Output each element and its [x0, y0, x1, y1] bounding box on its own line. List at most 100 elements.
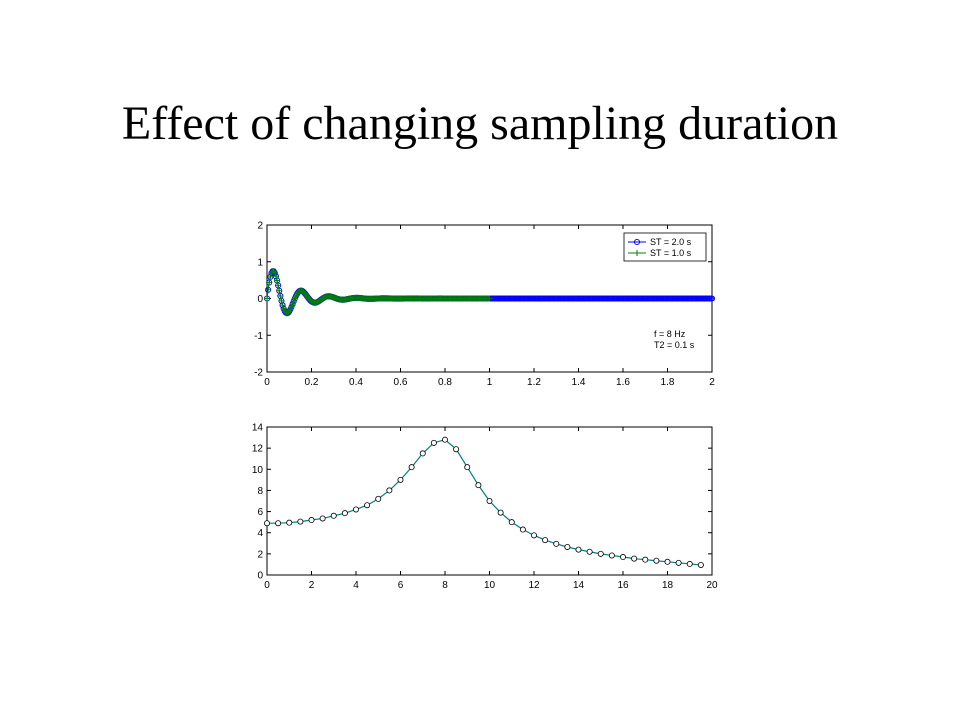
data-point	[653, 557, 660, 564]
data-point	[464, 464, 471, 471]
data-point	[275, 282, 282, 289]
data-point	[266, 279, 273, 286]
legend: ST = 2.0 sST = 1.0 s	[623, 232, 707, 262]
data-point	[475, 482, 482, 489]
data-point	[279, 302, 286, 309]
data-point	[708, 295, 716, 302]
data-point	[265, 286, 272, 293]
series-1	[263, 268, 716, 317]
data-point	[277, 292, 284, 299]
data-point	[285, 309, 292, 316]
data-point	[408, 464, 415, 471]
x-tick-label: 0.2	[305, 377, 319, 388]
data-point	[319, 515, 326, 522]
data-point	[631, 555, 638, 562]
data-point	[288, 303, 295, 310]
y-tick-label: -1	[254, 331, 263, 342]
y-tick-label: 12	[252, 444, 264, 455]
data-point	[280, 305, 287, 312]
data-point	[486, 295, 493, 302]
y-tick-label: 14	[252, 423, 264, 434]
x-tick-label: 2	[709, 377, 715, 388]
axes-2: 0 2 4 6 8 10 12 14 16 18 20 0 2 4 6 8 10 12 14	[252, 423, 718, 592]
x-tick-label: 10	[484, 580, 496, 591]
data-point	[453, 446, 460, 453]
axes-1: 0 0.2 0.4 0.6 0.8 1 1.2 1.4 1.6 1.8 2 -2 -1 0 1 2 ST = 2…	[254, 221, 715, 389]
annotation: f = 8 Hz	[654, 329, 686, 339]
data-point	[697, 561, 704, 568]
data-point	[564, 543, 571, 550]
data-point	[308, 517, 315, 524]
x-tick-label: 2	[309, 580, 315, 591]
data-point	[352, 506, 359, 513]
data-point	[686, 560, 693, 567]
data-point	[297, 518, 304, 525]
data-point	[364, 502, 371, 509]
data-point	[642, 556, 649, 563]
y-tick-label: 4	[257, 528, 263, 539]
data-point	[271, 270, 278, 277]
data-point	[542, 537, 549, 544]
y-tick-label: 1	[257, 257, 263, 268]
y-tick-label: 2	[257, 221, 263, 232]
x-tick-label: 1.6	[616, 377, 630, 388]
data-point	[486, 497, 493, 504]
data-point	[497, 509, 504, 516]
legend-label: ST = 2.0 s	[650, 237, 692, 247]
x-tick-label: 14	[573, 580, 585, 591]
data-point	[275, 520, 282, 527]
y-tick-label: 8	[257, 486, 263, 497]
spectrum-series-1	[263, 436, 704, 568]
data-point	[441, 436, 448, 443]
legend-label: ST = 1.0 s	[650, 248, 692, 258]
data-point	[397, 476, 404, 483]
x-tick-label: 12	[528, 580, 540, 591]
data-point	[519, 526, 526, 533]
data-point	[264, 295, 270, 302]
x-tick-label: 1.8	[661, 377, 675, 388]
data-point	[620, 554, 627, 561]
data-point	[286, 519, 293, 526]
x-tick-label: 6	[398, 580, 404, 591]
x-tick-label: 20	[706, 580, 718, 591]
x-tick-label: 0.4	[349, 377, 363, 388]
y-tick-label: 6	[257, 507, 263, 518]
y-tick-label: 2	[257, 549, 263, 560]
data-point	[290, 298, 297, 305]
data-point	[267, 273, 274, 280]
data-point	[263, 520, 270, 527]
x-tick-label: 8	[442, 580, 448, 591]
data-point	[272, 273, 279, 280]
x-tick-label: 0.8	[438, 377, 452, 388]
legend-marker	[634, 250, 640, 256]
x-tick-label: 1	[487, 377, 493, 388]
data-point	[375, 495, 382, 502]
data-point	[341, 510, 348, 517]
data-point	[274, 277, 281, 284]
y-tick-label: 10	[252, 465, 264, 476]
y-tick-label: -2	[254, 368, 263, 379]
y-tick-label: 0	[257, 294, 263, 305]
data-point	[531, 532, 538, 539]
annotation: T2 = 0.1 s	[654, 340, 695, 350]
data-point	[386, 487, 393, 494]
data-point	[675, 559, 682, 566]
x-tick-label: 18	[662, 580, 674, 591]
x-tick-label: 0	[264, 580, 270, 591]
legend-box	[623, 232, 707, 262]
data-point	[608, 552, 615, 559]
data-point	[289, 301, 296, 308]
data-point	[419, 450, 426, 457]
data-point	[664, 558, 671, 565]
data-point	[586, 548, 593, 555]
data-point	[575, 546, 582, 553]
x-tick-label: 0	[264, 377, 270, 388]
data-point	[508, 519, 515, 526]
data-point	[276, 287, 283, 294]
x-tick-label: 1.2	[527, 377, 541, 388]
x-tick-label: 1.4	[572, 377, 586, 388]
data-point	[278, 297, 285, 304]
x-tick-label: 16	[617, 580, 629, 591]
data-point	[430, 439, 437, 446]
